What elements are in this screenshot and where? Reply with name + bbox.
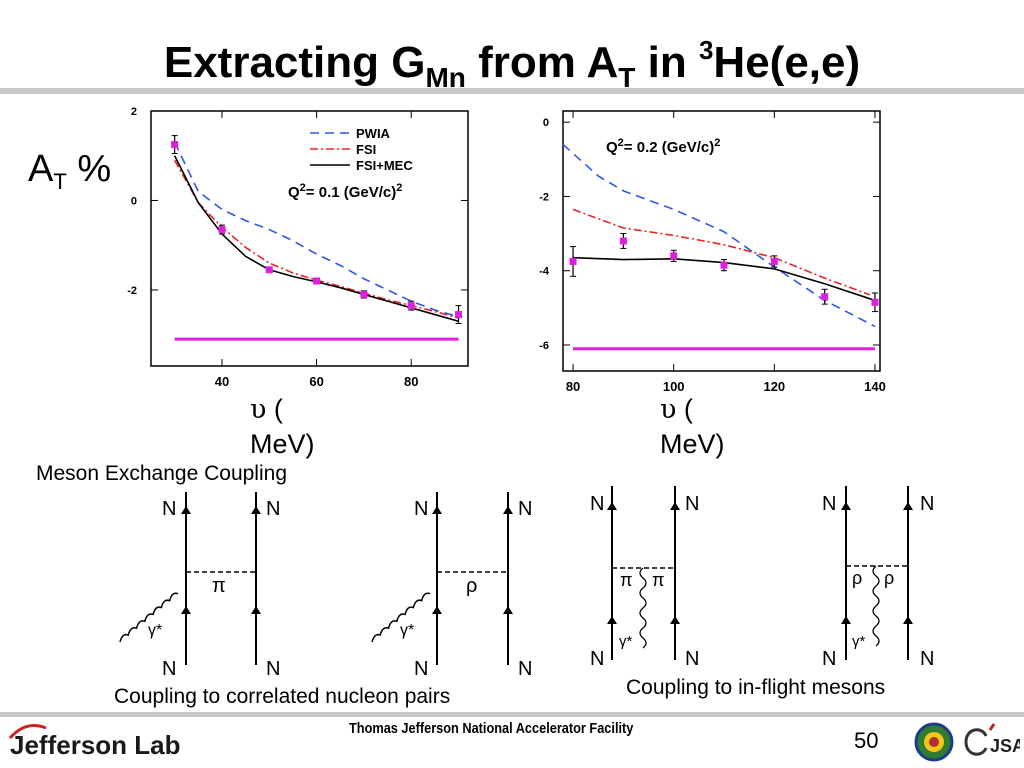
x-axis-label-right: υ (MeV) — [660, 394, 725, 459]
doe-seal-icon — [914, 722, 954, 762]
svg-text:JSA: JSA — [990, 736, 1020, 756]
svg-text:π: π — [212, 575, 226, 597]
series-pwia — [173, 141, 459, 318]
data-point — [360, 290, 368, 298]
diagram-inflight-pion: N N N N π π γ* — [590, 486, 699, 670]
svg-text:N: N — [518, 658, 532, 680]
mec-heading: Meson Exchange Coupling — [36, 462, 287, 485]
caption-correlated-pairs: Coupling to correlated nucleon pairs — [114, 685, 451, 708]
data-point — [313, 277, 321, 285]
svg-text:N: N — [266, 658, 280, 680]
y-tick-label: 0 — [131, 195, 137, 207]
feynman-diagrams: N N N N π γ* N N N N ρ γ* N N N N — [119, 486, 934, 680]
x-tick-label: 100 — [663, 379, 685, 394]
x-tick-label: 120 — [763, 379, 785, 394]
svg-text:N: N — [920, 648, 934, 670]
svg-text:N: N — [414, 658, 428, 680]
svg-text:γ*: γ* — [400, 622, 414, 639]
plot-frame — [562, 110, 881, 372]
data-point — [569, 257, 577, 265]
x-tick-label: 80 — [566, 379, 580, 394]
y-tick-label: -2 — [127, 285, 137, 297]
chart-annotation: Q2= 0.2 (GeV/c)2 — [606, 137, 720, 156]
data-point — [407, 302, 415, 310]
svg-text:ρ: ρ — [852, 568, 862, 588]
svg-text:ρ: ρ — [884, 568, 894, 588]
x-tick-label: 80 — [404, 374, 418, 389]
legend-label: FSI — [356, 142, 376, 157]
logo-swoosh-icon — [8, 724, 47, 740]
data-point — [871, 298, 879, 306]
data-point — [218, 226, 226, 234]
data-point — [171, 141, 179, 149]
series-fsi-mec — [173, 155, 459, 323]
page-number: 50 — [854, 728, 879, 753]
svg-text:N: N — [266, 498, 280, 520]
series-fsi — [572, 208, 871, 296]
data-point — [619, 237, 627, 245]
y-tick-label: -4 — [539, 266, 550, 278]
x-tick-label: 40 — [215, 374, 229, 389]
svg-text:N: N — [590, 648, 604, 670]
footer-text: Thomas Jefferson National Accelerator Fa… — [349, 720, 634, 737]
svg-text:ρ: ρ — [466, 575, 477, 597]
svg-text:N: N — [518, 498, 532, 520]
x-tick-label: 140 — [864, 379, 886, 394]
svg-text:N: N — [414, 498, 428, 520]
chart-q2-0.2: 80 100 120 140 0 -2 -4 -6 Q2= 0.2 (GeV/c)2 — [539, 110, 886, 394]
svg-text:N: N — [822, 648, 836, 670]
title-divider — [0, 88, 1024, 94]
footer-divider — [0, 712, 1024, 717]
chart-annotation: Q2= 0.1 (GeV/c)2 — [288, 182, 402, 201]
x-axis-label-left: υ (MeV) — [250, 394, 315, 459]
data-point — [455, 311, 463, 319]
y-tick-label: -6 — [539, 340, 549, 352]
data-point — [821, 293, 829, 301]
series-pwia — [562, 143, 876, 328]
svg-text:γ*: γ* — [852, 633, 866, 650]
diagram-pion-exchange: N N N N π γ* — [119, 492, 280, 680]
diagram-rho-exchange: N N N N ρ γ* — [371, 492, 532, 680]
svg-text:N: N — [685, 493, 699, 515]
svg-text:γ*: γ* — [619, 633, 633, 650]
data-point — [720, 261, 728, 269]
data-point — [670, 252, 678, 260]
legend-label: PWIA — [356, 126, 391, 141]
slide-title: Extracting GMn from AT in 3He(e,e) — [163, 35, 861, 93]
caption-inflight-mesons: Coupling to in-flight mesons — [626, 676, 886, 699]
x-tick-label: 60 — [309, 374, 323, 389]
svg-text:N: N — [920, 493, 934, 515]
data-point — [770, 257, 778, 265]
diagram-inflight-rho: N N N N ρ ρ γ* — [822, 486, 934, 670]
jsa-logo: JSA — [964, 723, 1020, 756]
svg-text:γ*: γ* — [148, 622, 162, 639]
svg-text:N: N — [685, 648, 699, 670]
svg-text:N: N — [822, 493, 836, 515]
jefferson-lab-logo: Jefferson Lab — [10, 730, 181, 760]
svg-text:N: N — [162, 658, 176, 680]
svg-text:π: π — [620, 570, 632, 590]
y-tick-label: 0 — [543, 117, 549, 129]
plot-frame — [150, 110, 469, 367]
data-point — [265, 266, 273, 274]
svg-text:N: N — [590, 493, 604, 515]
svg-text:π: π — [652, 570, 664, 590]
svg-text:N: N — [162, 498, 176, 520]
legend-label: FSI+MEC — [356, 158, 413, 173]
y-axis-label: AT % — [28, 148, 112, 194]
y-tick-label: -2 — [539, 191, 549, 203]
y-tick-label: 2 — [131, 106, 137, 118]
